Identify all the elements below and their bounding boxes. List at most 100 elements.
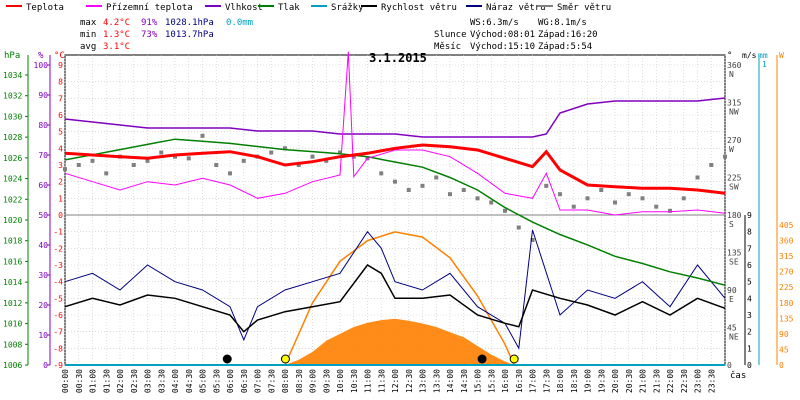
tick-label-time: 06:30 [240, 369, 249, 393]
tick-label-time: 00:00 [61, 369, 70, 393]
tick-label-time: 19:00 [584, 369, 593, 393]
tick-label-time: 16:00 [501, 369, 510, 393]
tick-label-windspeed: 5 [747, 278, 752, 287]
wind-direction-point [76, 163, 81, 167]
tick-label-time: 20:30 [625, 369, 634, 393]
wind-direction-point [214, 163, 219, 167]
moonrise-time: Východ:15:10 [470, 42, 535, 52]
legend-label: Přízemní teplota [106, 3, 193, 13]
tick-label-windspeed: 3 [747, 311, 752, 320]
wind-direction-point [668, 208, 672, 213]
tick-label-time: 16:30 [515, 369, 524, 393]
tick-label-temperature: -8 [53, 344, 63, 353]
wind-direction-point [654, 204, 659, 209]
series-ground-temperature [64, 51, 726, 216]
tick-label-pressure: 1018 [3, 237, 22, 246]
tick-label-humidity: 40 [38, 241, 48, 250]
tick-label-pressure: 1010 [3, 320, 22, 329]
tick-label-time: 14:30 [460, 369, 469, 393]
tick-label-direction: 315 [727, 99, 742, 108]
tick-label-pressure: 1008 [3, 340, 22, 349]
wind-direction-point [709, 163, 714, 167]
wind-direction-point [104, 171, 109, 176]
tick-label-compass: SW [729, 183, 739, 192]
tick-label-time: 11:30 [377, 369, 386, 393]
tick-label-direction: 270 [727, 136, 742, 145]
tick-label-windspeed: 6 [747, 261, 752, 270]
tick-label-compass: NW [729, 108, 739, 117]
tick-label-compass: E [729, 295, 734, 304]
tick-label-time: 20:00 [611, 369, 620, 393]
sunset-time: Západ:16:20 [538, 30, 598, 40]
tick-label-humidity: 100 [34, 61, 49, 70]
tick-label-time: 11:00 [364, 369, 373, 393]
legend-label: Směr větru [557, 3, 611, 13]
wind-direction-point [681, 196, 686, 201]
tick-label-humidity: 90 [38, 91, 48, 100]
tick-label-humidity: 0 [43, 361, 48, 370]
tick-label-compass: NE [729, 333, 739, 342]
moonrise-marker [477, 354, 487, 364]
wind-direction-point [63, 167, 67, 172]
tick-label-direction: 135 [727, 249, 742, 258]
stat-pressure: 1013.7hPa [165, 30, 214, 40]
tick-label-time: 08:30 [295, 369, 304, 393]
tick-label-rain: 1 [762, 60, 767, 69]
sun-label: Slunce [434, 30, 467, 40]
tick-label-temperature: -3 [53, 261, 63, 270]
tick-label-windspeed: 2 [747, 328, 752, 337]
axis-unit-pressure: hPa [4, 51, 20, 61]
axis-unit-rain: mm [758, 51, 768, 60]
series-pressure [64, 138, 726, 286]
wind-direction-point [503, 208, 507, 213]
stat-temp: 3.1°C [103, 42, 130, 52]
wind-direction-point [558, 192, 562, 197]
tick-label-direction: 180 [727, 211, 742, 220]
series-sun-path [284, 231, 515, 366]
wind-direction-point [461, 188, 466, 192]
tick-label-solar: 45 [779, 345, 789, 354]
wind-direction-point [145, 158, 150, 163]
tick-label-pressure: 1030 [3, 112, 22, 121]
tick-label-temperature: -6 [53, 311, 63, 320]
wind-direction-point [544, 183, 549, 188]
wind-direction-point [283, 146, 287, 151]
tick-label-temperature: 4 [58, 144, 63, 153]
tick-label-time: 14:00 [446, 369, 455, 393]
tick-label-time: 02:00 [116, 369, 125, 393]
stat-humidity: 91% [141, 18, 158, 28]
legend-label: Teplota [26, 3, 64, 13]
axis-unit-windspeed: m/s [742, 51, 757, 60]
wind-direction-point [393, 179, 397, 184]
stat-temp: 1.3°C [103, 30, 130, 40]
tick-label-time: 18:30 [570, 369, 579, 393]
tick-label-windspeed: 8 [747, 228, 752, 237]
tick-label-pressure: 1026 [3, 154, 22, 163]
tick-label-direction: 360 [727, 61, 742, 70]
axis-label-time: čas [730, 370, 746, 381]
wind-direction-point [173, 154, 177, 159]
tick-label-compass: S [729, 220, 734, 229]
tick-label-time: 13:00 [419, 369, 428, 393]
tick-label-time: 07:00 [254, 369, 263, 393]
wind-direction-point [241, 158, 246, 163]
tick-label-time: 02:30 [130, 369, 139, 393]
tick-label-solar: 135 [779, 314, 794, 323]
tick-label-pressure: 1016 [3, 257, 22, 266]
wind-direction-point [571, 204, 576, 209]
tick-label-humidity: 60 [38, 181, 48, 190]
stat-row-label: min [80, 30, 96, 40]
tick-label-pressure: 1006 [3, 361, 22, 370]
wind-gust-readout: WG:8.1m/s [538, 18, 587, 28]
tick-label-temperature: -7 [53, 328, 63, 337]
tick-label-direction: 225 [727, 174, 742, 183]
sunset-marker [509, 354, 519, 364]
wind-direction-point [338, 150, 342, 155]
legend-label: Vlhkost [225, 3, 263, 13]
series-solar-area [285, 318, 515, 365]
tick-label-time: 09:30 [322, 369, 331, 393]
axis-unit-direction: ° [727, 51, 732, 61]
wind-direction-point [420, 183, 425, 188]
tick-label-windspeed: 7 [747, 244, 752, 253]
tick-label-direction: 0 [727, 361, 732, 370]
